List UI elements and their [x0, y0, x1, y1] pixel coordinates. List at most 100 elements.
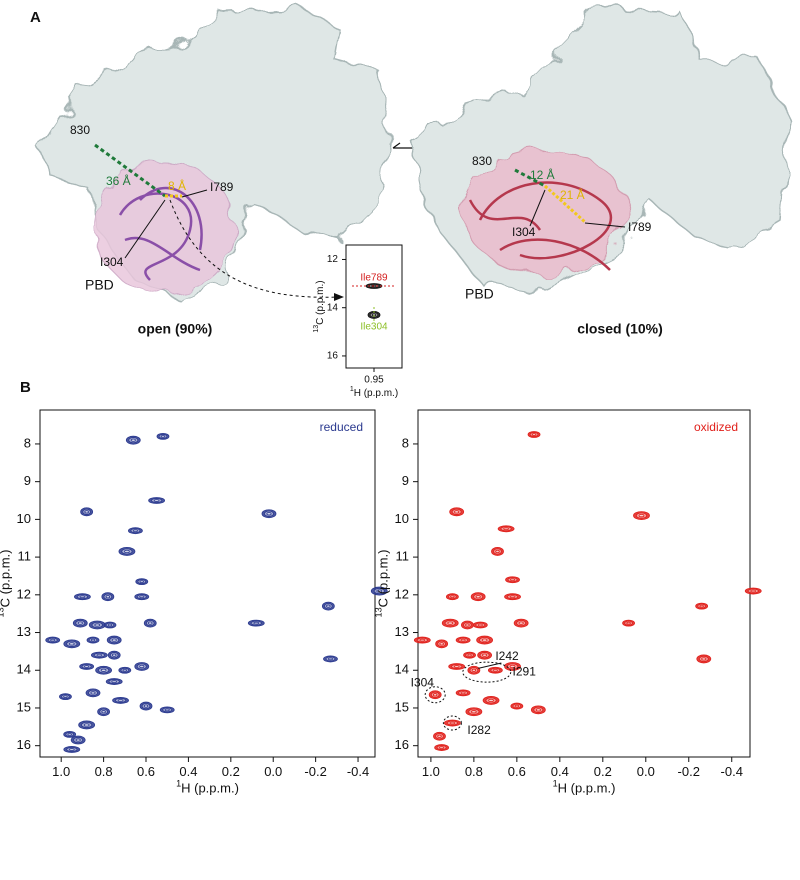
x-tick-label: 0.6: [137, 764, 155, 779]
contour: [75, 738, 81, 742]
peak: [504, 593, 521, 601]
peak: [448, 663, 466, 670]
peak: [455, 689, 471, 697]
contour: [509, 664, 516, 669]
peak: [97, 707, 111, 717]
contour: [50, 638, 56, 642]
superscript: 13: [374, 607, 384, 617]
contour: [475, 595, 481, 599]
axis-label: 1H (p.p.m.): [553, 779, 616, 796]
label-main: H (p.p.m.): [181, 781, 239, 796]
peak: [90, 651, 108, 659]
contour: [83, 723, 90, 727]
peak: [482, 696, 500, 705]
distance-label: 8 Å: [168, 178, 186, 193]
peak: [85, 688, 101, 698]
peak: [135, 578, 149, 586]
peak: [476, 635, 494, 645]
leader: [584, 222, 626, 228]
axis-label: 1H (p.p.m.): [176, 779, 239, 796]
x-tick-label: 0.8: [465, 764, 483, 779]
contour: [514, 704, 520, 708]
peak: [497, 525, 515, 533]
y-tick-label: 16: [395, 737, 409, 752]
contour: [460, 691, 466, 695]
peak: [101, 592, 115, 602]
y-tick-label: 8: [402, 435, 409, 450]
label-main: C (p.p.m.): [0, 550, 13, 608]
y-tick-label: 12: [327, 254, 339, 265]
y-tick-label: 14: [327, 302, 339, 313]
annotation: I291: [513, 664, 537, 678]
contour: [471, 668, 477, 672]
peak: [106, 635, 122, 645]
distance-line: [543, 184, 587, 224]
label-main: H (p.p.m.): [558, 781, 616, 796]
peak: [696, 654, 712, 664]
superscript: 1: [350, 386, 354, 393]
x-tick-label: 1.0: [52, 764, 70, 779]
x-tick-label: -0.4: [721, 764, 743, 779]
contour: [503, 527, 509, 531]
contour: [112, 653, 117, 657]
contour: [124, 549, 130, 554]
contour: [481, 638, 488, 642]
residue-label: I789: [628, 220, 652, 234]
contour: [465, 623, 470, 627]
axis-label: 13C (p.p.m.): [313, 280, 325, 332]
annotation-ring: [424, 686, 446, 704]
peak: [80, 507, 94, 517]
peak: [45, 636, 61, 644]
peak: [79, 663, 95, 670]
peak: [477, 650, 493, 660]
peak: [370, 586, 388, 596]
contour: [492, 668, 498, 672]
peak: [744, 587, 762, 595]
peak: [247, 619, 265, 627]
peak: [125, 435, 141, 445]
y-tick-label: 11: [396, 549, 410, 564]
distance-label: 36 Å: [106, 173, 131, 188]
peak: [59, 693, 72, 701]
peak: [433, 731, 446, 741]
peak: [487, 666, 503, 674]
peak: [434, 744, 450, 751]
contour: [376, 589, 383, 593]
y-tick-label: 11: [18, 549, 32, 564]
contour: [437, 734, 442, 738]
x-tick-label: 0.4: [179, 764, 197, 779]
peak: [159, 706, 175, 714]
series-label: reduced: [320, 420, 363, 434]
contour: [467, 653, 472, 657]
peak: [491, 547, 504, 556]
axis-label: 1H (p.p.m.): [350, 386, 398, 398]
contour: [111, 680, 118, 683]
contour: [148, 621, 153, 625]
peak: [95, 665, 113, 675]
contour: [509, 595, 516, 599]
peak: [413, 636, 431, 644]
x-tick-label: 0.6: [508, 764, 526, 779]
y-tick-label: 8: [24, 435, 31, 450]
peak: [470, 592, 486, 602]
contour: [84, 510, 89, 514]
y-tick-label: 10: [395, 511, 409, 526]
peak: [505, 576, 520, 584]
contour: [139, 664, 145, 669]
y-tick-label: 16: [327, 351, 339, 362]
contour: [77, 621, 83, 625]
annotation: I242: [495, 649, 519, 663]
contour: [153, 499, 160, 502]
arrow-head: [334, 293, 344, 301]
contour: [122, 668, 128, 672]
residue-label: I789: [210, 180, 234, 194]
contour: [447, 621, 454, 625]
x-tick-label: -0.4: [347, 764, 369, 779]
contour: [439, 746, 445, 749]
x-tick-label: 0.2: [222, 764, 240, 779]
superscript: 13: [313, 325, 320, 333]
x-tick-label: 0.0: [637, 764, 655, 779]
peak: [455, 636, 471, 644]
contour: [477, 623, 483, 627]
annotation-ring: [462, 661, 512, 683]
